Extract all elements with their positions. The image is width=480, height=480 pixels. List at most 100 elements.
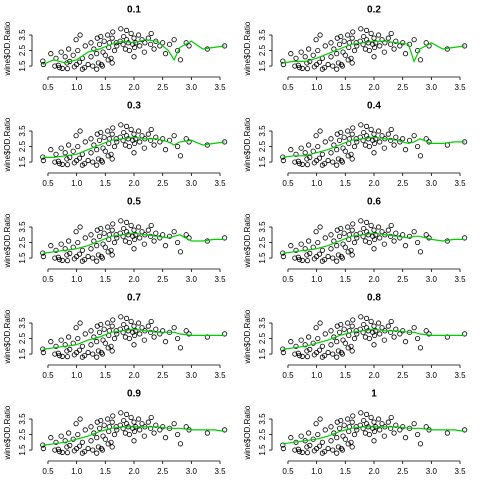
point: [293, 55, 299, 61]
point: [388, 425, 394, 431]
point: [319, 258, 325, 264]
y-tick-label: 3.5: [18, 29, 27, 41]
point: [204, 334, 211, 340]
point: [101, 422, 107, 428]
y-tick-label: 2.5: [18, 140, 27, 152]
point: [95, 60, 102, 66]
x-tick-label: 2.0: [368, 275, 380, 284]
x-tick-label: 3.0: [426, 179, 438, 188]
point: [110, 413, 116, 419]
point: [338, 349, 344, 356]
point: [160, 136, 166, 142]
point: [75, 47, 81, 54]
point: [339, 63, 346, 69]
point: [131, 342, 137, 348]
point: [137, 427, 143, 433]
point: [48, 147, 54, 153]
point: [131, 419, 137, 425]
point: [126, 239, 133, 246]
point: [304, 162, 311, 168]
point: [385, 35, 391, 41]
point: [79, 439, 85, 445]
point: [82, 43, 88, 49]
y-tick-label: 3.5: [258, 413, 267, 425]
point: [335, 156, 342, 162]
point: [375, 128, 382, 134]
point: [75, 335, 81, 342]
point: [141, 49, 147, 55]
point: [334, 162, 340, 168]
smooth-line: [42, 39, 225, 66]
point: [304, 348, 310, 354]
point: [402, 147, 409, 153]
x-tick-label: 0.5: [282, 467, 294, 476]
point: [48, 243, 54, 249]
point: [135, 32, 142, 38]
point: [95, 156, 102, 162]
point: [349, 323, 355, 329]
point: [148, 414, 154, 421]
point: [315, 431, 321, 438]
point: [385, 323, 391, 329]
y-axis-label: wine$OD.Ratio: [3, 213, 12, 268]
x-tick-label: 3.5: [454, 275, 466, 284]
point: [88, 424, 94, 430]
y-tick-label: 3.5: [258, 125, 267, 137]
point: [157, 331, 163, 337]
point: [341, 38, 347, 44]
point: [88, 136, 94, 142]
point: [98, 349, 104, 356]
point: [381, 337, 387, 343]
point: [358, 26, 364, 32]
point: [306, 430, 312, 436]
point: [108, 343, 114, 349]
point: [109, 60, 115, 66]
point: [108, 247, 114, 253]
point: [313, 325, 319, 331]
point: [62, 54, 68, 60]
point: [334, 51, 340, 57]
point: [145, 131, 151, 137]
point: [296, 64, 303, 71]
x-tick-label: 2.0: [368, 83, 380, 92]
point: [388, 414, 394, 421]
x-tick-label: 3.5: [214, 467, 226, 476]
y-tick-label: 1.5: [258, 60, 267, 72]
point: [306, 238, 312, 244]
point: [177, 345, 184, 351]
point: [88, 54, 94, 60]
panel-title: 0.6: [367, 197, 381, 208]
point: [222, 331, 228, 337]
x-tick-label: 2.5: [157, 179, 169, 188]
point: [105, 153, 111, 159]
point: [307, 250, 313, 256]
point: [322, 235, 328, 241]
point: [100, 241, 106, 247]
point: [304, 66, 311, 72]
point: [99, 159, 106, 165]
point: [85, 349, 91, 356]
point: [98, 33, 104, 40]
x-tick-label: 1.5: [100, 467, 112, 476]
point: [328, 136, 334, 142]
point: [141, 337, 147, 343]
point: [373, 136, 379, 142]
point: [373, 40, 379, 46]
point: [391, 430, 397, 436]
point: [135, 416, 142, 422]
point: [313, 133, 319, 139]
point: [345, 57, 351, 63]
point: [76, 251, 83, 257]
point: [341, 230, 347, 236]
x-tick-label: 1.5: [340, 179, 352, 188]
point: [345, 249, 351, 255]
point: [126, 335, 133, 342]
point: [174, 335, 181, 342]
point: [345, 441, 351, 447]
point: [109, 156, 115, 162]
y-tick-label: 1.5: [258, 252, 267, 264]
point: [391, 334, 397, 340]
point: [304, 354, 311, 360]
point: [317, 416, 323, 422]
point: [379, 37, 385, 43]
